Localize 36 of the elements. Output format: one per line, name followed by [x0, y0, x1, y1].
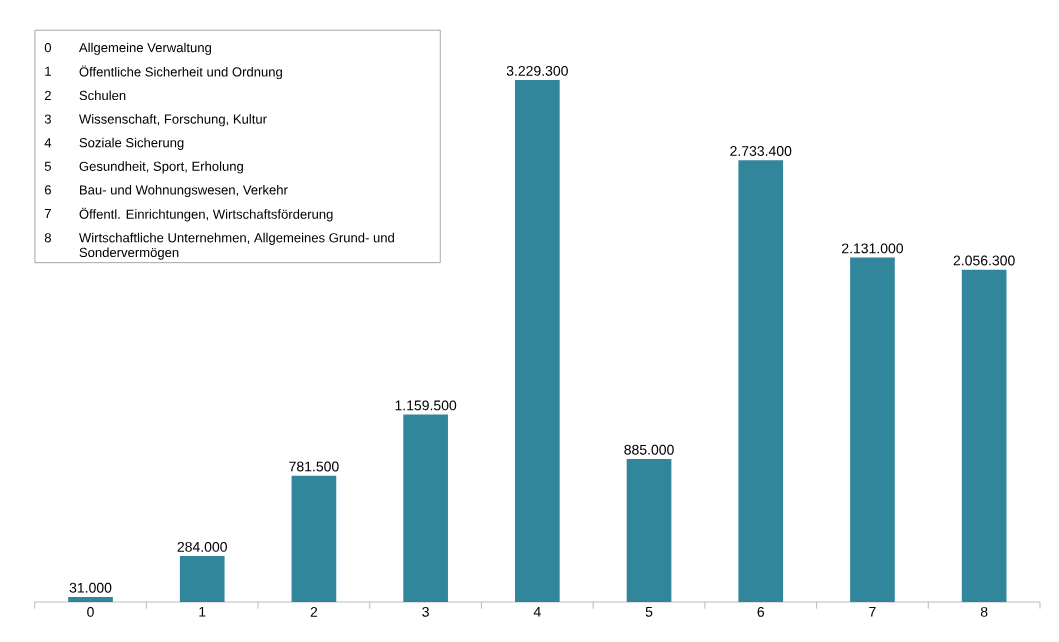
x-tick-label: 4	[533, 606, 541, 617]
category-label: 2	[44, 90, 51, 100]
category-label: 8	[44, 233, 51, 243]
category-label: 6	[44, 185, 51, 195]
annotation: Gesundheit, Sport, Erholung	[79, 161, 243, 174]
text: Öffentliche Sicherheit und Ordnung	[79, 65, 282, 80]
annotation: Soziale Sicherung	[79, 137, 184, 150]
annotation: Schulen	[79, 90, 126, 101]
annotation: Wissenschaft, Forschung, Kultur	[79, 114, 267, 127]
category-label: 1	[45, 66, 51, 76]
x-tick-label: 7	[869, 606, 876, 617]
data-label: 1.159.500	[395, 400, 457, 411]
data-label: 2.131.000	[842, 243, 904, 254]
data-label: 2.056.300	[953, 255, 1015, 266]
x-tick-label: 3	[422, 606, 429, 617]
data-label: 3.229.300	[506, 65, 568, 76]
x-tick-label: 5	[645, 606, 653, 617]
annotation: Öffentl. Einrichtungen, Wirtschaftsförderung	[79, 207, 333, 222]
category-label: 3	[44, 114, 51, 124]
x-tick-label: 8	[980, 606, 988, 617]
data-label: 284.000	[177, 541, 227, 552]
data-label: 31.000	[69, 582, 112, 593]
category-label: 4	[44, 138, 52, 148]
data-label: 2.733.400	[730, 146, 792, 156]
category-label: 5	[44, 161, 51, 171]
x-tick-label: 6	[757, 606, 765, 617]
data-label: 781.500	[289, 461, 339, 472]
x-tick-label: 1	[199, 606, 206, 617]
category-label: 0	[44, 43, 52, 53]
category-label: 7	[44, 209, 51, 218]
x-tick-label: 0	[87, 606, 94, 617]
annotation: Bau- und Wohnungswesen, Verkehr	[80, 184, 288, 198]
annotation: Wirtschaftliche Unternehmen, Allgemeines Grund- und Sondervermögen	[79, 232, 394, 260]
text: Allgemeine Verwaltung	[78, 42, 211, 55]
data-label: 885.000	[624, 444, 674, 455]
x-tick-label: 2	[310, 606, 318, 617]
